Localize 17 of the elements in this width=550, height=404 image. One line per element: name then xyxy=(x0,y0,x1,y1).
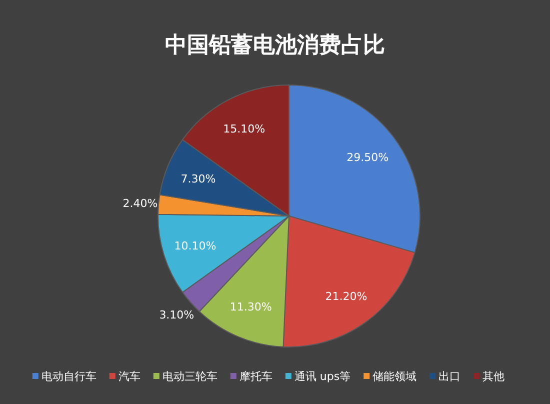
legend-label: 其他 xyxy=(482,370,505,383)
chart-title: 中国铅蓄电池消费占比 xyxy=(165,33,385,58)
legend-label: 储能领域 xyxy=(372,370,417,383)
data-label: 7.30% xyxy=(180,172,216,186)
data-label: 11.30% xyxy=(230,300,272,314)
legend-label: 摩托车 xyxy=(239,370,272,383)
data-label: 10.10% xyxy=(174,239,216,252)
data-label: 3.10% xyxy=(159,308,194,322)
legend-label: 通讯 ups等 xyxy=(294,370,351,383)
data-label: 2.40% xyxy=(122,196,158,210)
data-label: 29.50% xyxy=(346,151,389,164)
legend-label: 电动三轮车 xyxy=(162,370,218,383)
legend-label: 出口 xyxy=(438,370,461,383)
legend-label: 电动自行车 xyxy=(41,370,96,383)
data-label: 21.20% xyxy=(325,290,368,303)
legend-label: 汽车 xyxy=(118,370,140,383)
data-label: 15.10% xyxy=(223,122,266,136)
